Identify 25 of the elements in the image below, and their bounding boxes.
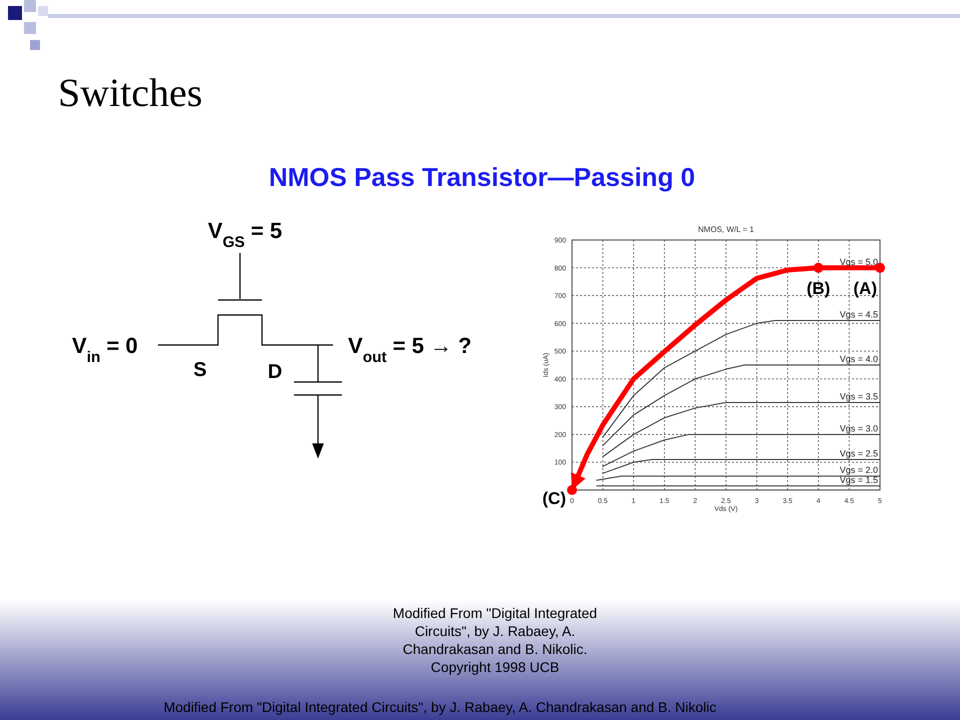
annotation: (A) xyxy=(853,278,877,298)
chart-subtitle: NMOS Pass Transistor—Passing 0 xyxy=(268,162,696,192)
series-label: Vgs = 2.5 xyxy=(840,448,878,458)
series-label: Vgs = 1.5 xyxy=(840,474,878,485)
text: Modified From "Digital Integrated Circuits", by J. Rabaey, A. Chandrakasan and B. Nikolic xyxy=(164,699,716,715)
series-label: Vgs = 4.5 xyxy=(840,310,878,320)
text: D xyxy=(268,361,282,383)
line-series xyxy=(602,320,880,438)
line-series xyxy=(602,402,880,458)
text: V$_{in}$ = 0 xyxy=(72,333,138,366)
series-label: Vgs = 3.5 xyxy=(840,392,878,402)
text: Modified From "Digital Integrated Circuits", by J. Rabaey, A. Chandrakasan and B. Nikolic. Copyright 1998 UCB xyxy=(392,605,598,675)
series-label: Vgs = 3.0 xyxy=(840,423,878,434)
series-label: Vgs = 4.0 xyxy=(840,354,878,364)
annotation: (C) xyxy=(542,489,566,508)
series-label: Vgs = 5.0 xyxy=(840,256,878,267)
line-series xyxy=(602,434,880,467)
text: NMOS, W/L = 1 xyxy=(698,225,755,234)
series-label: Vgs = 2.0 xyxy=(840,465,878,476)
line-series xyxy=(602,364,880,446)
text: S xyxy=(193,359,207,381)
text: V$_{out}$ = 5 → ? xyxy=(348,333,472,366)
annotation: (B) xyxy=(806,278,830,298)
text: Switches xyxy=(58,70,202,115)
text: V$_{GS}$ = 5 xyxy=(208,218,282,250)
